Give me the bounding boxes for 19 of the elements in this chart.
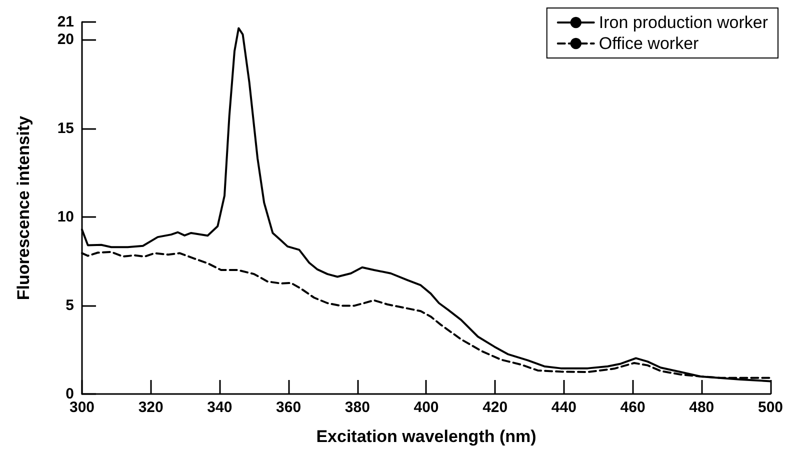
x-tick-label: 360	[276, 399, 302, 416]
x-tick-label: 400	[414, 399, 439, 416]
x-tick-label: 420	[482, 399, 508, 416]
y-tick-label: 21	[57, 14, 74, 30]
x-tick-label: 480	[689, 399, 714, 416]
y-tick-label: 15	[57, 120, 74, 137]
y-tick-label: 5	[66, 296, 74, 314]
x-tick-label: 460	[620, 399, 646, 416]
x-tick-label: 340	[207, 399, 232, 416]
x-tick-label: 440	[551, 399, 576, 416]
legend-label: Iron production worker	[598, 13, 768, 32]
x-tick-label: 380	[344, 399, 370, 416]
legend-label: Office worker	[598, 34, 700, 53]
x-tick-label: 320	[138, 399, 164, 416]
x-axis-title: Excitation wavelength (nm)	[316, 427, 536, 446]
y-axis-title: Fluorescence intensity	[14, 115, 33, 300]
x-tick-label: 500	[758, 399, 783, 416]
y-tick-label: 20	[57, 31, 74, 48]
y-tick-label: 10	[57, 208, 74, 226]
